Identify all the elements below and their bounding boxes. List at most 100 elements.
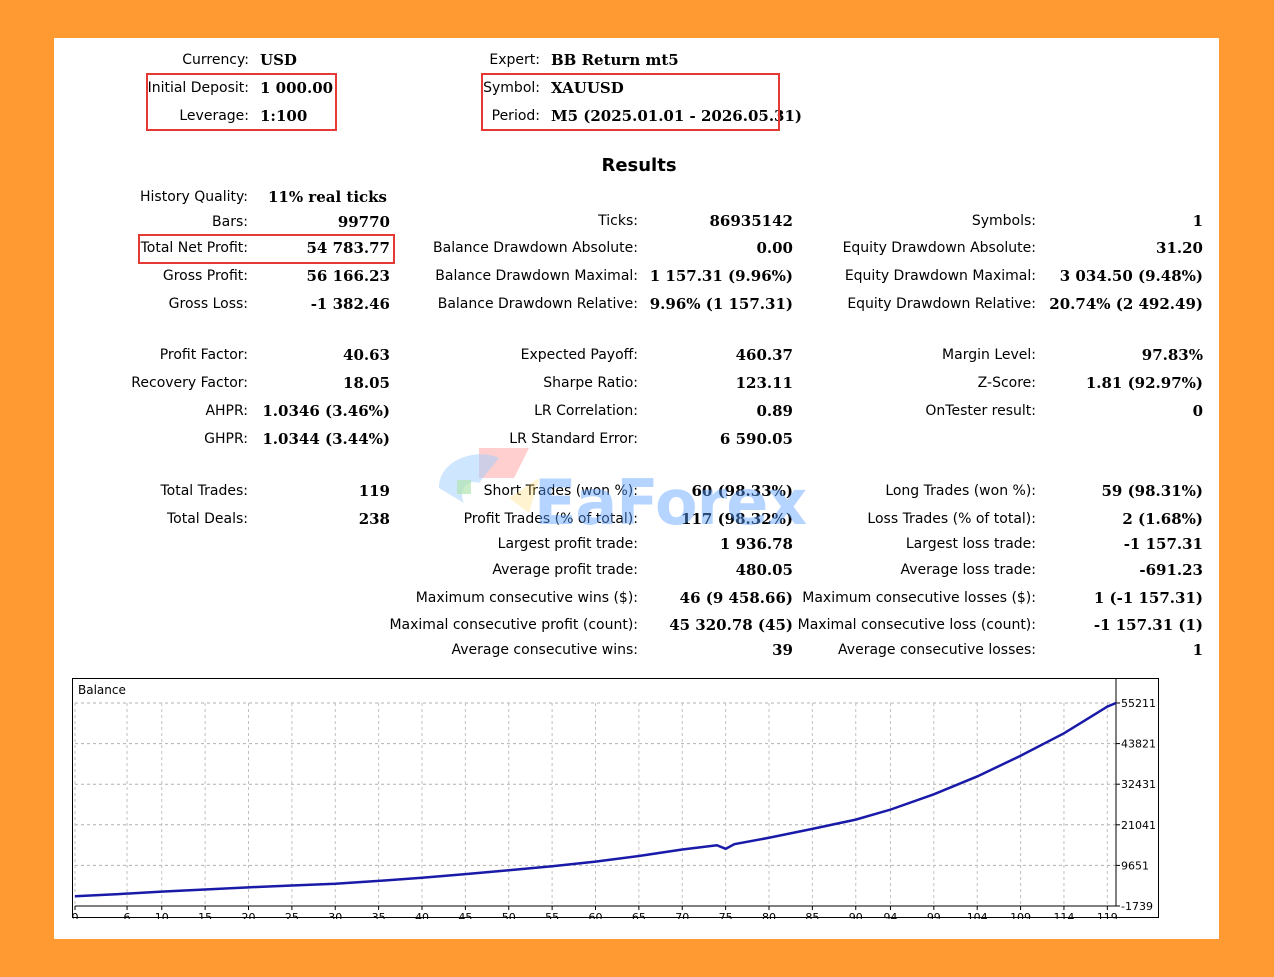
- gross-loss-label: Gross Loss:: [168, 296, 248, 312]
- x-tick-label: 114: [1053, 911, 1074, 919]
- expert-label: Expert:: [489, 52, 540, 68]
- balance-dd-maximal-label: Balance Drawdown Maximal:: [435, 268, 638, 284]
- x-tick-label: 85: [805, 911, 819, 919]
- z-score-label: Z-Score:: [977, 375, 1036, 391]
- x-tick-label: 75: [719, 911, 733, 919]
- x-tick-label: 99: [927, 911, 941, 919]
- x-tick-label: 109: [1010, 911, 1031, 919]
- balance-chart-svg: Balance 55211 43821 32431 21041 9651 -1739 0 6 10…: [73, 679, 1156, 919]
- period-value: M5 (2025.01.01 - 2026.05.31): [551, 107, 803, 125]
- x-tick-label: 25: [285, 911, 299, 919]
- watermark-text: EaForex: [534, 466, 807, 539]
- balance-chart: Balance 55211 43821 32431 21041 9651 -1739 0 6 10…: [72, 678, 1159, 919]
- maximal-consecutive-loss-value: -1 157.31 (1): [1093, 616, 1203, 634]
- symbols-label: Symbols:: [971, 213, 1036, 229]
- ahpr-value: 1.0346 (3.46%): [262, 402, 390, 420]
- gross-profit-value: 56 166.23: [306, 267, 390, 285]
- ghpr-value: 1.0344 (3.44%): [262, 430, 390, 448]
- x-tick-label: 104: [967, 911, 988, 919]
- y-tick-label: 32431: [1121, 778, 1156, 791]
- x-tick-label: 80: [762, 911, 776, 919]
- total-trades-value: 119: [358, 482, 390, 500]
- x-tick-label: 119: [1097, 911, 1118, 919]
- total-trades-label: Total Trades:: [160, 483, 249, 499]
- total-net-profit-label: Total Net Profit:: [140, 240, 248, 256]
- lr-standard-error-label: LR Standard Error:: [509, 431, 638, 447]
- x-tick-label: 30: [328, 911, 342, 919]
- x-tick-label: 60: [589, 911, 603, 919]
- max-consecutive-losses-label: Maximum consecutive losses ($):: [802, 590, 1036, 606]
- x-tick-label: 6: [124, 911, 131, 919]
- loss-trades-label: Loss Trades (% of total):: [867, 511, 1036, 527]
- results-title: Results: [601, 155, 677, 176]
- x-tick-label: 65: [632, 911, 646, 919]
- symbol-label: Symbol:: [483, 80, 540, 96]
- ahpr-label: AHPR:: [205, 403, 248, 419]
- balance-line: [74, 701, 1117, 898]
- leverage-value: 1:100: [260, 107, 308, 125]
- average-profit-trade-value: 480.05: [735, 561, 793, 579]
- equity-dd-relative-value: 20.74% (2 492.49): [1049, 295, 1203, 313]
- ticks-value: 86935142: [709, 212, 794, 230]
- x-tick-label: 90: [849, 911, 863, 919]
- balance-dd-maximal-value: 1 157.31 (9.96%): [649, 267, 793, 285]
- largest-loss-trade-label: Largest loss trade:: [905, 536, 1036, 552]
- maximal-consecutive-profit-label: Maximal consecutive profit (count):: [389, 617, 638, 633]
- long-trades-label: Long Trades (won %):: [885, 483, 1036, 499]
- history-quality-value: 11% real ticks: [267, 188, 387, 206]
- expected-payoff-value: 460.37: [735, 346, 793, 364]
- max-consecutive-wins-value: 46 (9 458.66): [679, 589, 793, 607]
- symbol-highlight-box: [481, 73, 780, 131]
- expected-payoff-label: Expected Payoff:: [520, 347, 638, 363]
- y-tick-label: 43821: [1121, 738, 1156, 751]
- equity-dd-relative-label: Equity Drawdown Relative:: [847, 296, 1036, 312]
- equity-dd-absolute-value: 31.20: [1156, 239, 1203, 257]
- x-tick-label: 45: [458, 911, 472, 919]
- gross-profit-label: Gross Profit:: [162, 268, 248, 284]
- y-tick-label: 21041: [1121, 819, 1156, 832]
- max-consecutive-wins-label: Maximum consecutive wins ($):: [415, 590, 638, 606]
- deposit-label: Initial Deposit:: [147, 80, 249, 96]
- balance-dd-absolute-value: 0.00: [756, 239, 793, 257]
- deposit-value: 1 000.00: [260, 79, 334, 97]
- largest-loss-trade-value: -1 157.31: [1123, 535, 1203, 553]
- sharpe-ratio-label: Sharpe Ratio:: [543, 375, 638, 391]
- x-tick-label: 50: [502, 911, 516, 919]
- margin-level-label: Margin Level:: [942, 347, 1036, 363]
- gross-loss-value: -1 382.46: [310, 295, 390, 313]
- report-panel: Currency: USD Initial Deposit: 1 000.00 …: [54, 38, 1219, 939]
- y-tick-label: -1739: [1121, 900, 1153, 913]
- average-consecutive-wins-label: Average consecutive wins:: [451, 642, 638, 658]
- x-tick-label: 35: [372, 911, 386, 919]
- short-trades-label: Short Trades (won %):: [483, 483, 638, 499]
- profit-trades-value: 117 (98.32%): [681, 510, 793, 528]
- period-label: Period:: [491, 108, 540, 124]
- ghpr-label: GHPR:: [204, 431, 248, 447]
- total-net-profit-value: 54 783.77: [306, 239, 390, 257]
- total-deals-label: Total Deals:: [166, 511, 248, 527]
- recovery-factor-value: 18.05: [343, 374, 390, 392]
- ontester-result-value: 0: [1192, 402, 1203, 420]
- equity-dd-maximal-label: Equity Drawdown Maximal:: [844, 268, 1036, 284]
- total-deals-value: 238: [358, 510, 390, 528]
- profit-trades-label: Profit Trades (% of total):: [463, 511, 638, 527]
- x-tick-label: 70: [675, 911, 689, 919]
- expert-value: BB Return mt5: [551, 51, 679, 69]
- x-tick-label: 0: [73, 911, 79, 919]
- long-trades-value: 59 (98.31%): [1101, 482, 1203, 500]
- average-profit-trade-label: Average profit trade:: [492, 562, 638, 578]
- leverage-label: Leverage:: [179, 108, 249, 124]
- bars-value: 99770: [337, 213, 390, 231]
- symbol-value: XAUUSD: [551, 79, 624, 97]
- recovery-factor-label: Recovery Factor:: [131, 375, 248, 391]
- y-tick-label: 55211: [1121, 697, 1156, 710]
- y-tick-label: 9651: [1121, 859, 1149, 872]
- balance-dd-relative-label: Balance Drawdown Relative:: [437, 296, 638, 312]
- equity-dd-absolute-label: Equity Drawdown Absolute:: [842, 240, 1036, 256]
- bars-label: Bars:: [212, 214, 248, 230]
- x-tick-label: 20: [242, 911, 256, 919]
- sharpe-ratio-value: 123.11: [735, 374, 793, 392]
- currency-value: USD: [260, 51, 297, 69]
- x-tick-label: 55: [545, 911, 559, 919]
- maximal-consecutive-profit-value: 45 320.78 (45): [669, 616, 793, 634]
